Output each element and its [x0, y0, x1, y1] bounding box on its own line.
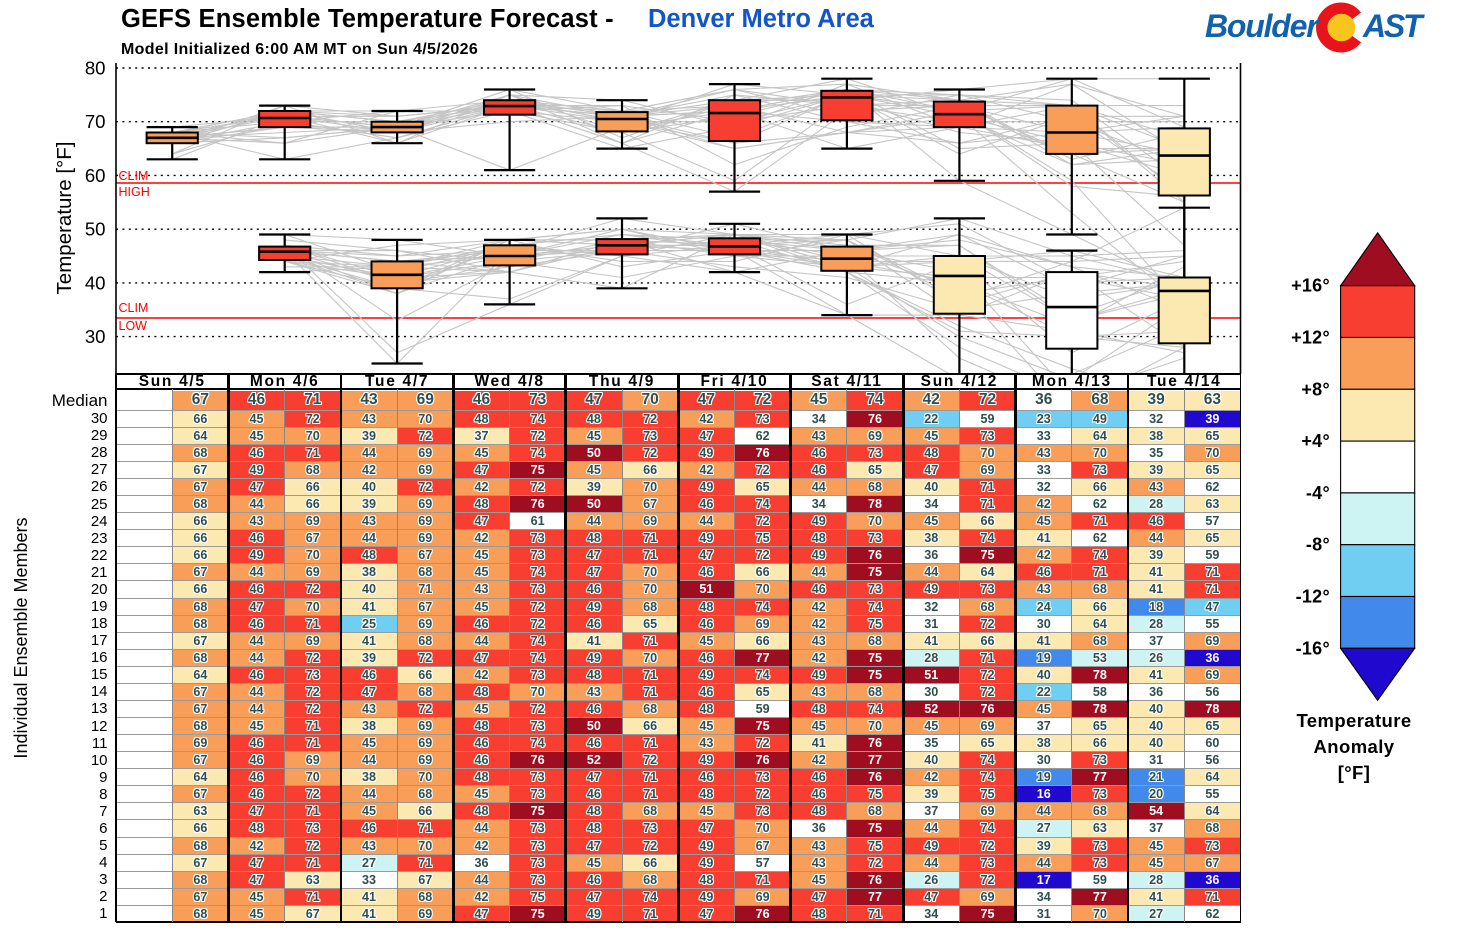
- svg-text:80: 80: [85, 58, 106, 79]
- svg-text:-4°: -4°: [1306, 483, 1330, 503]
- svg-text:Temperature [°F]: Temperature [°F]: [53, 142, 76, 295]
- svg-text:-16°: -16°: [1296, 638, 1330, 658]
- svg-text:+16°: +16°: [1291, 276, 1330, 296]
- svg-text:70: 70: [85, 111, 106, 132]
- svg-text:50: 50: [85, 219, 106, 240]
- svg-text:-12°: -12°: [1296, 587, 1330, 607]
- svg-text:30: 30: [85, 326, 106, 347]
- svg-text:40: 40: [85, 272, 106, 293]
- svg-text:-8°: -8°: [1306, 535, 1330, 555]
- svg-text:Individual Ensemble Members: Individual Ensemble Members: [11, 517, 31, 758]
- svg-text:Anomaly: Anomaly: [1314, 736, 1395, 757]
- svg-text:HIGH: HIGH: [119, 185, 150, 199]
- svg-text:+8°: +8°: [1301, 379, 1330, 399]
- svg-text:CLIM: CLIM: [119, 169, 149, 183]
- svg-text:LOW: LOW: [119, 319, 148, 333]
- svg-text:+4°: +4°: [1301, 431, 1330, 451]
- svg-text:Temperature: Temperature: [1296, 710, 1411, 731]
- svg-text:60: 60: [85, 165, 106, 186]
- svg-text:[°F]: [°F]: [1338, 762, 1371, 783]
- svg-text:+12°: +12°: [1291, 328, 1330, 348]
- svg-text:CLIM: CLIM: [119, 301, 149, 315]
